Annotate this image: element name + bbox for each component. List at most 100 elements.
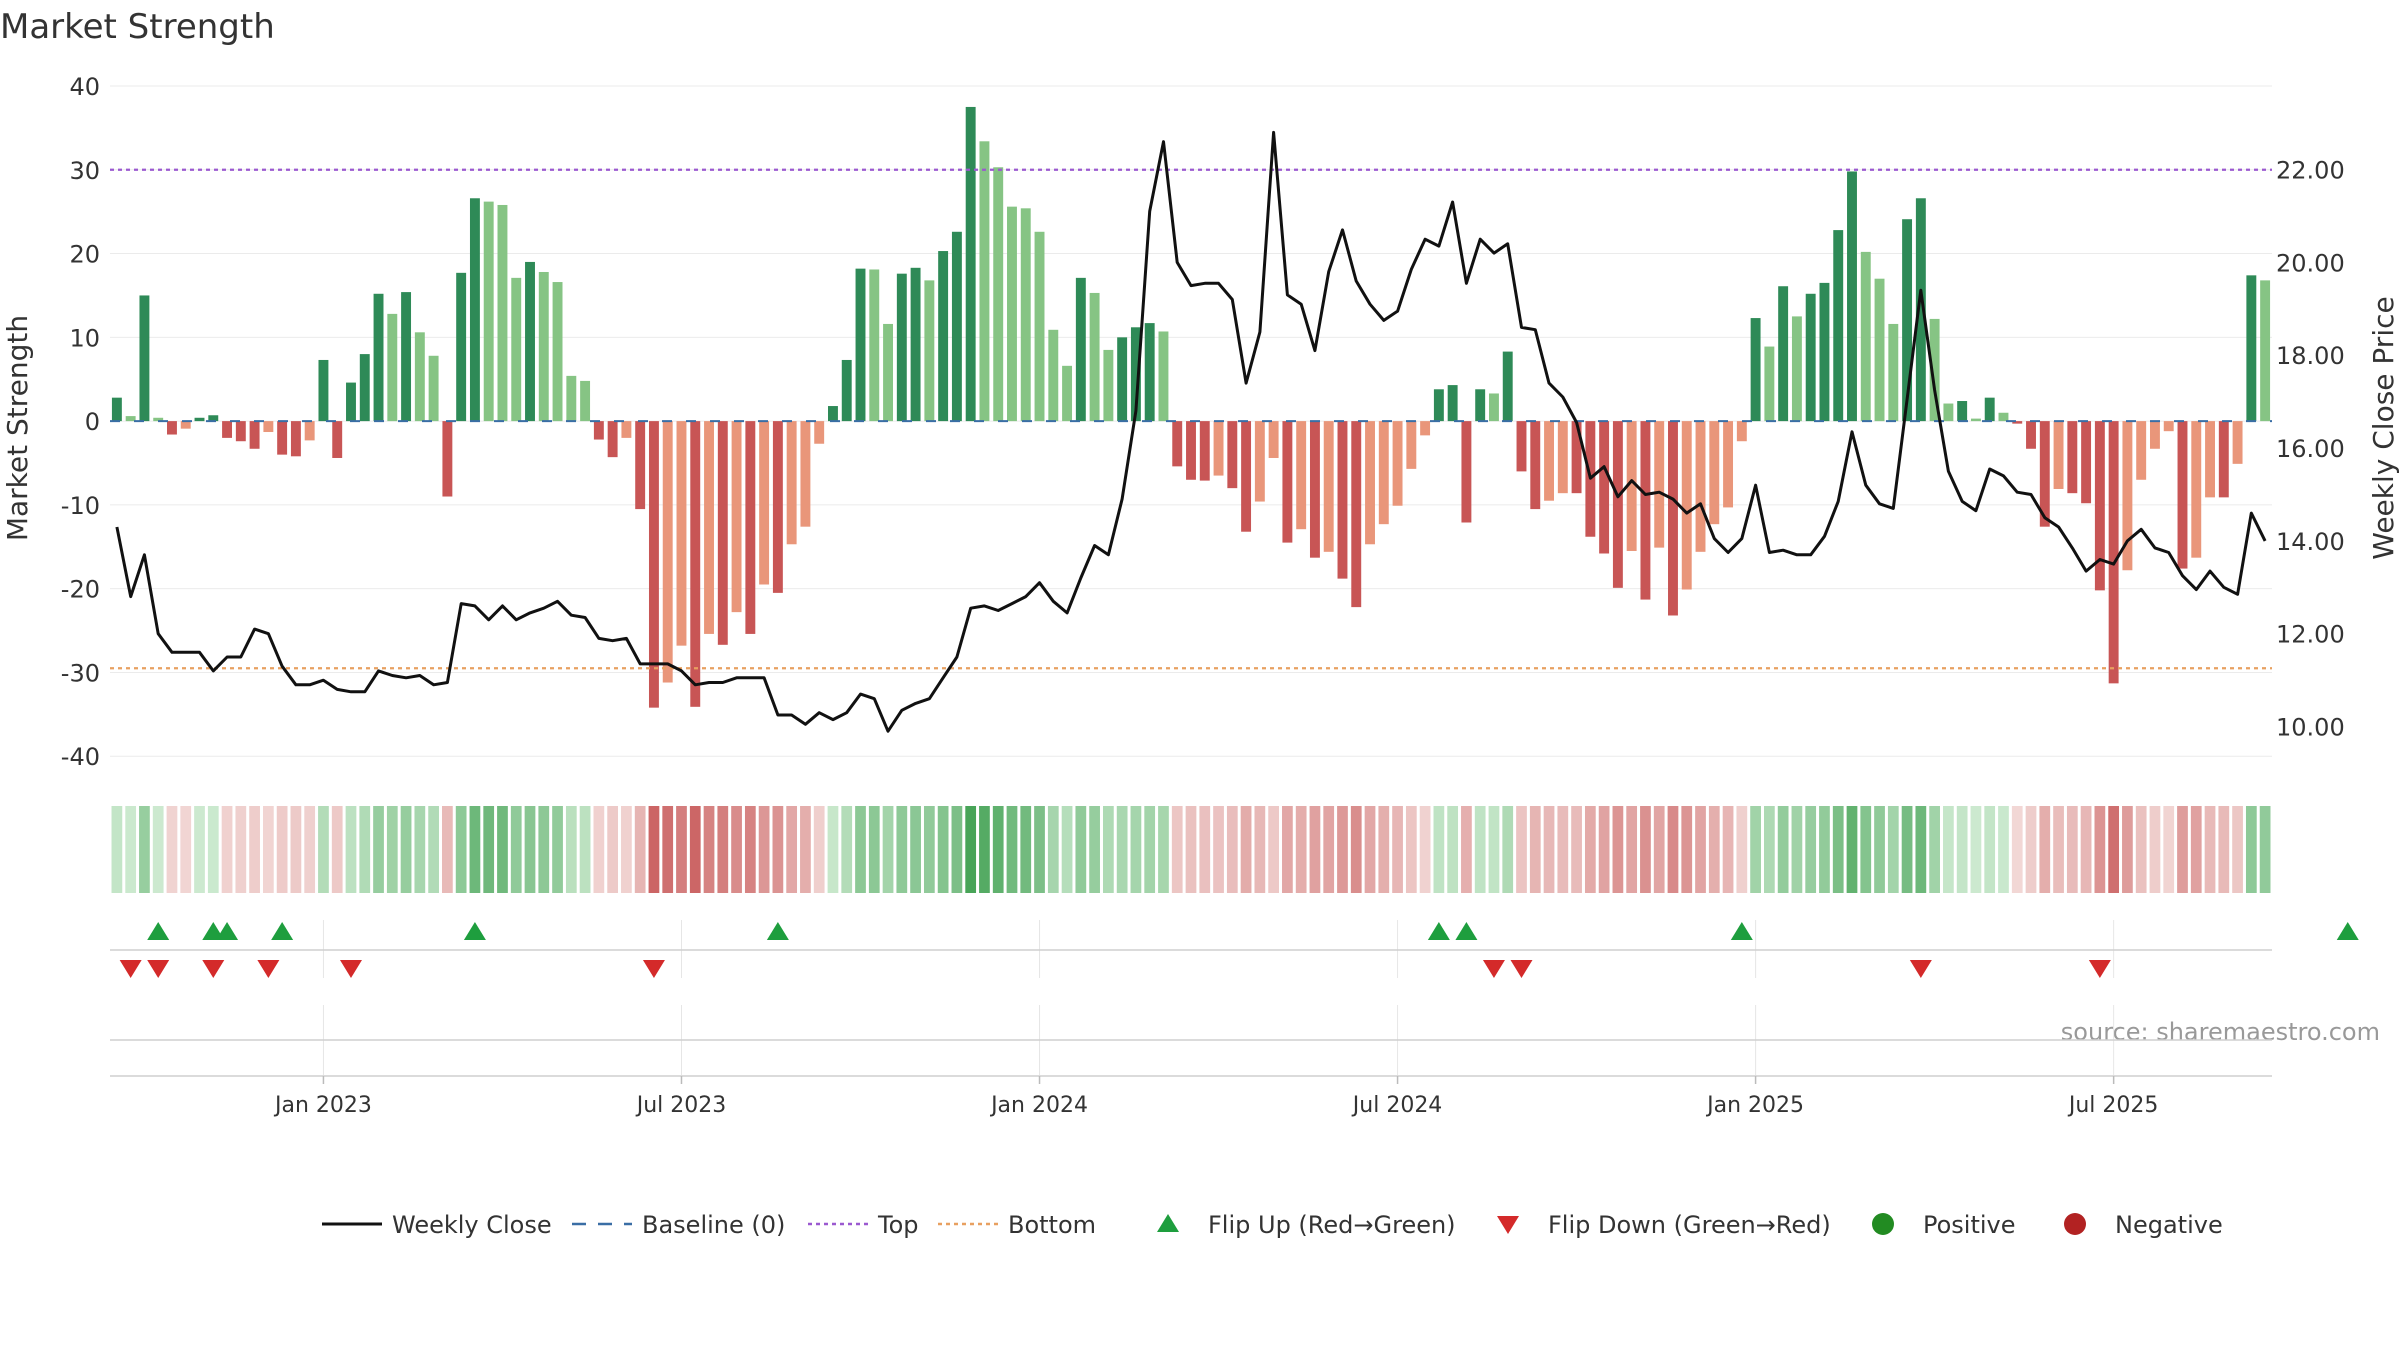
heat-cell (1887, 806, 1899, 893)
strength-bar (2149, 421, 2160, 449)
source-label: source: sharemaestro.com (2061, 1018, 2380, 1046)
heat-cell (1516, 806, 1527, 893)
heat-cell (579, 806, 591, 893)
strength-bar (1902, 219, 1913, 422)
strength-bar (2081, 421, 2092, 504)
heat-cell (2232, 806, 2243, 893)
x-tick-label: Jan 2023 (273, 1093, 372, 1118)
heat-cell (1598, 806, 1610, 893)
strength-bar (745, 421, 756, 634)
strength-bar (1502, 351, 1513, 422)
strength-bar (2218, 421, 2229, 498)
heat-cell (2204, 806, 2216, 893)
y-tick-label: -10 (61, 492, 100, 520)
strength-bar (442, 421, 453, 497)
heat-cell (744, 806, 756, 893)
strength-bar (125, 416, 136, 422)
strength-bar (1695, 421, 1706, 552)
heat-cell (937, 806, 949, 893)
heat-cell (992, 806, 1004, 893)
flip-down-marker (642, 960, 665, 978)
heat-cell (1970, 806, 1982, 893)
heat-cell (703, 806, 715, 893)
strength-bar (139, 295, 150, 422)
flip-up-marker (2336, 922, 2359, 940)
heat-cell (607, 806, 619, 893)
x-tick-label: Jul 2023 (635, 1093, 727, 1118)
heat-cell (318, 806, 329, 893)
heat-cell (1226, 806, 1238, 893)
strength-bar (1213, 421, 1224, 476)
heat-cell (910, 806, 921, 893)
strength-bar (194, 417, 205, 422)
strength-bar (1488, 393, 1499, 422)
heat-cell (2259, 806, 2271, 893)
y-tick-label: 0 (85, 408, 100, 436)
heat-cell (1461, 806, 1472, 893)
heat-cell (1681, 806, 1693, 893)
heat-cell (1350, 806, 1362, 893)
heat-cell (497, 806, 508, 893)
heat-cell (786, 806, 798, 893)
strength-bar (2191, 421, 2202, 558)
y2-tick-label: 16.00 (2276, 435, 2345, 463)
strength-bar (1723, 421, 1734, 508)
flip-up-marker (271, 922, 294, 940)
heat-cell (1240, 806, 1252, 893)
strength-bar (800, 421, 811, 527)
heat-cell (249, 806, 260, 893)
heat-cell (1640, 806, 1651, 893)
strength-bar (1626, 421, 1637, 551)
strength-bar (566, 375, 577, 422)
strength-bar (346, 382, 356, 422)
strength-bar (1158, 331, 1169, 422)
strength-bar (635, 421, 646, 510)
flip-down-marker (147, 960, 170, 978)
strength-bar (428, 355, 439, 422)
heat-cell (648, 806, 660, 893)
y-tick-label: 40 (69, 73, 100, 101)
y2-tick-label: 22.00 (2276, 157, 2345, 185)
strength-bar (883, 323, 894, 422)
strength-bar (1957, 401, 1968, 422)
strength-bar (1764, 346, 1775, 422)
flip-down-marker (1909, 960, 1932, 978)
strength-bar (607, 421, 618, 458)
heat-cell (304, 806, 316, 893)
heat-cell (469, 806, 481, 893)
strength-bar (621, 421, 632, 438)
heat-cell (1364, 806, 1376, 893)
strength-bar (814, 421, 825, 444)
strength-bar (648, 421, 659, 708)
heat-cell (1832, 806, 1844, 893)
heat-cell (882, 806, 894, 893)
heat-cell (1626, 806, 1638, 893)
positive-icon (1872, 1213, 1894, 1235)
strength-bar (1172, 421, 1183, 467)
heat-cell (111, 806, 123, 893)
strength-bar (304, 421, 315, 441)
legend-label: Bottom (1008, 1211, 1096, 1239)
heat-cell (1378, 806, 1390, 893)
strength-bar (704, 421, 714, 634)
flip-down-marker (1510, 960, 1533, 978)
strength-bar (2177, 421, 2188, 569)
strength-bar (2122, 421, 2133, 571)
heat-cell (1956, 806, 1968, 893)
heat-cell (1295, 806, 1307, 893)
strength-bar (1750, 318, 1761, 422)
strength-bar (1668, 421, 1678, 616)
heat-cell (1901, 806, 1913, 893)
strength-bar (1323, 421, 1334, 552)
legend-label: Negative (2115, 1211, 2223, 1239)
strength-bar (855, 268, 866, 422)
heat-cell (896, 806, 908, 893)
heat-cell (634, 806, 646, 893)
y-tick-label: -30 (61, 659, 100, 687)
strength-bar (1048, 329, 1059, 422)
flip-up-marker (1730, 922, 1753, 940)
y-tick-label: -40 (61, 743, 100, 771)
heat-cell (2163, 806, 2175, 893)
heat-cell (1185, 806, 1197, 893)
